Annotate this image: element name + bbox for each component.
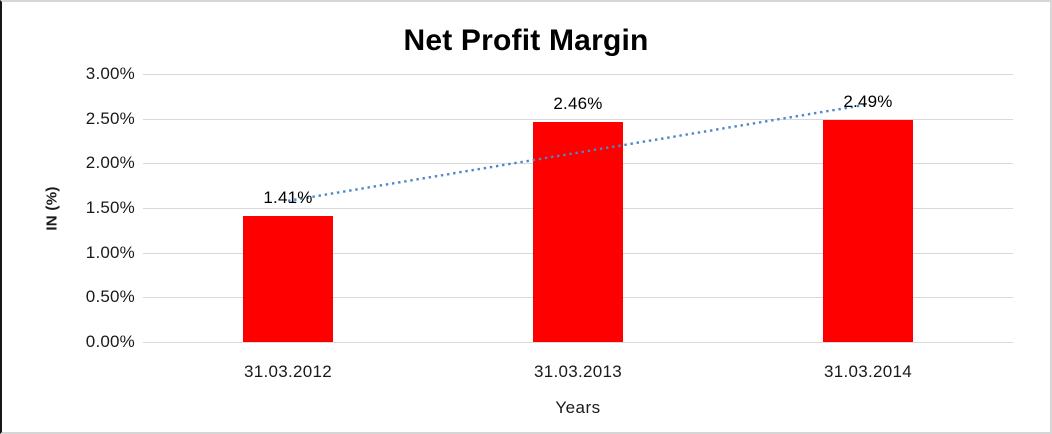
- y-tick-label: 2.50%: [85, 109, 135, 128]
- y-tick-label: 3.00%: [85, 64, 135, 83]
- bar-value-label: 1.41%: [263, 188, 313, 207]
- x-tick-label: 31.03.2014: [823, 362, 913, 381]
- gridline: [143, 342, 1013, 343]
- bar: [533, 122, 623, 342]
- y-tick-label: 0.00%: [85, 332, 135, 351]
- x-axis-title: Years: [555, 398, 601, 417]
- bar-value-label: 2.49%: [843, 92, 893, 111]
- chart-title: Net Profit Margin: [403, 24, 649, 57]
- y-tick-label: 1.00%: [85, 243, 135, 262]
- gridline: [143, 74, 1013, 75]
- bar-value-label: 2.46%: [553, 94, 603, 113]
- bar: [243, 216, 333, 342]
- y-tick-label: 1.50%: [85, 198, 135, 217]
- x-tick-label: 31.03.2013: [533, 362, 623, 381]
- y-tick-label: 2.00%: [85, 153, 135, 172]
- x-tick-label: 31.03.2012: [243, 362, 333, 381]
- bar: [823, 120, 913, 342]
- y-tick-label: 0.50%: [85, 287, 135, 306]
